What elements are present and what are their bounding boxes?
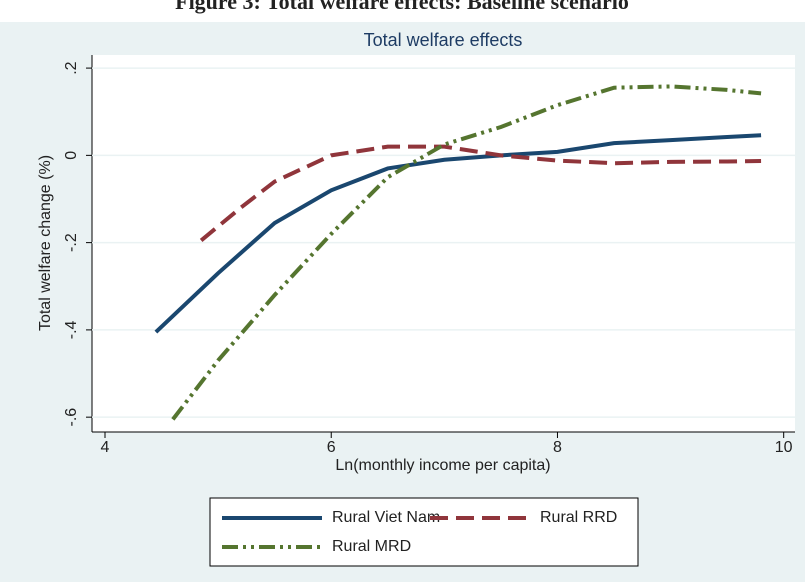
y-axis-label: Total welfare change (%) [37,155,54,331]
x-tick-label: 6 [327,439,336,456]
legend-label: Rural MRD [332,538,411,555]
x-tick-label: 4 [101,439,110,456]
y-tick-label: -.6 [63,408,80,427]
plot-area [92,55,795,432]
y-tick-label: -.2 [63,233,80,252]
x-axis-label: Ln(monthly income per capita) [335,457,550,474]
x-tick-label: 10 [775,439,793,456]
legend-label: Rural Viet Nam [332,509,440,526]
y-tick-label: 0 [63,151,80,160]
x-tick-label: 8 [553,439,562,456]
line-series [154,133,762,334]
line-series [199,144,762,242]
y-tick-label: -.4 [63,320,80,339]
caption: Figure 3: Total welfare effects: Baselin… [175,0,629,14]
line-series [171,84,762,421]
legend-label: Rural RRD [540,509,617,526]
legend [209,497,639,567]
y-tick-label: .2 [63,61,80,74]
chart-title: Total welfare effects [364,30,523,50]
